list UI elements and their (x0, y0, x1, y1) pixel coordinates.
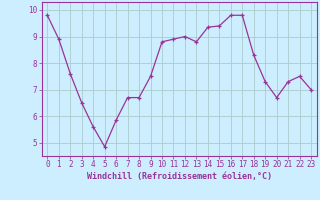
X-axis label: Windchill (Refroidissement éolien,°C): Windchill (Refroidissement éolien,°C) (87, 172, 272, 181)
